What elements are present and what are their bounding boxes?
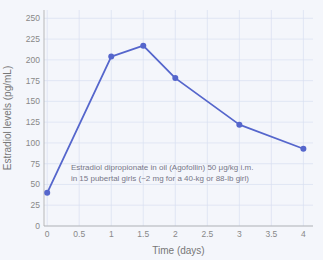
y-tick-label: 225 xyxy=(26,34,40,44)
x-grid-line xyxy=(207,10,208,226)
y-tick-label: 75 xyxy=(31,159,41,169)
chart-container: 0 0.5 1 1.5 2 2.5 3 3.5 4 0 25 50 75 100 125 150 175 200 2… xyxy=(0,0,323,260)
y-grid-line xyxy=(44,226,313,227)
y-tick-label: 200 xyxy=(26,55,40,65)
x-grid-line xyxy=(143,10,144,226)
tick-labels: 0 0.5 1 1.5 2 2.5 3 3.5 4 0 25 50 75 100 125 150 175 200 2… xyxy=(26,13,306,239)
y-tick-label: 100 xyxy=(26,138,40,148)
y-tick-label: 50 xyxy=(31,179,41,189)
grid xyxy=(44,10,313,226)
y-grid-line xyxy=(44,39,313,40)
line xyxy=(47,46,303,193)
y-grid-line xyxy=(44,122,313,123)
x-tick-label: 3.5 xyxy=(265,229,277,239)
point xyxy=(140,43,146,49)
x-tick-label: 4 xyxy=(301,229,306,239)
y-tick-label: 250 xyxy=(26,13,40,23)
point xyxy=(108,54,114,60)
x-grid-line xyxy=(239,10,240,226)
annotation: Estradiol dipropionate in oil (Agofollin… xyxy=(71,163,253,172)
y-tick-label: 150 xyxy=(26,96,40,106)
annotation: in 15 pubertal girls (~2 mg for a 40-kg … xyxy=(71,174,249,183)
y-grid-line xyxy=(44,18,313,19)
y-grid-line xyxy=(44,184,313,185)
background xyxy=(0,0,323,260)
y-tick-label: 125 xyxy=(26,117,40,127)
y-grid-line xyxy=(44,101,313,102)
y-grid-line xyxy=(44,205,313,206)
y-axis-label: Estradiol levels (pg/mL) xyxy=(2,66,13,170)
chart: 0 0.5 1 1.5 2 2.5 3 3.5 4 0 25 50 75 100 125 150 175 200 2… xyxy=(0,0,323,260)
x-grid-line xyxy=(79,10,80,226)
y-tick-label: 175 xyxy=(26,76,40,86)
point xyxy=(236,122,242,128)
y-tick-label: 25 xyxy=(31,200,41,210)
x-axis-line xyxy=(44,226,313,227)
x-axis-label: Time (days) xyxy=(152,245,204,256)
x-tick-label: 2.5 xyxy=(201,229,213,239)
y-grid-line xyxy=(44,59,313,60)
x-tick-label: 1 xyxy=(109,229,114,239)
point xyxy=(172,75,178,81)
series xyxy=(44,43,306,196)
x-tick-label: 3 xyxy=(237,229,242,239)
x-grid-line xyxy=(271,10,272,226)
y-tick-label: 0 xyxy=(35,221,40,231)
y-grid-line xyxy=(44,142,313,143)
x-grid-line xyxy=(175,10,176,226)
point xyxy=(44,190,50,196)
point xyxy=(300,146,306,152)
x-tick-label: 0 xyxy=(45,229,50,239)
x-tick-label: 2 xyxy=(173,229,178,239)
x-grid-line xyxy=(111,10,112,226)
x-grid-line xyxy=(303,10,304,226)
x-tick-label: 0.5 xyxy=(73,229,85,239)
x-tick-label: 1.5 xyxy=(137,229,149,239)
